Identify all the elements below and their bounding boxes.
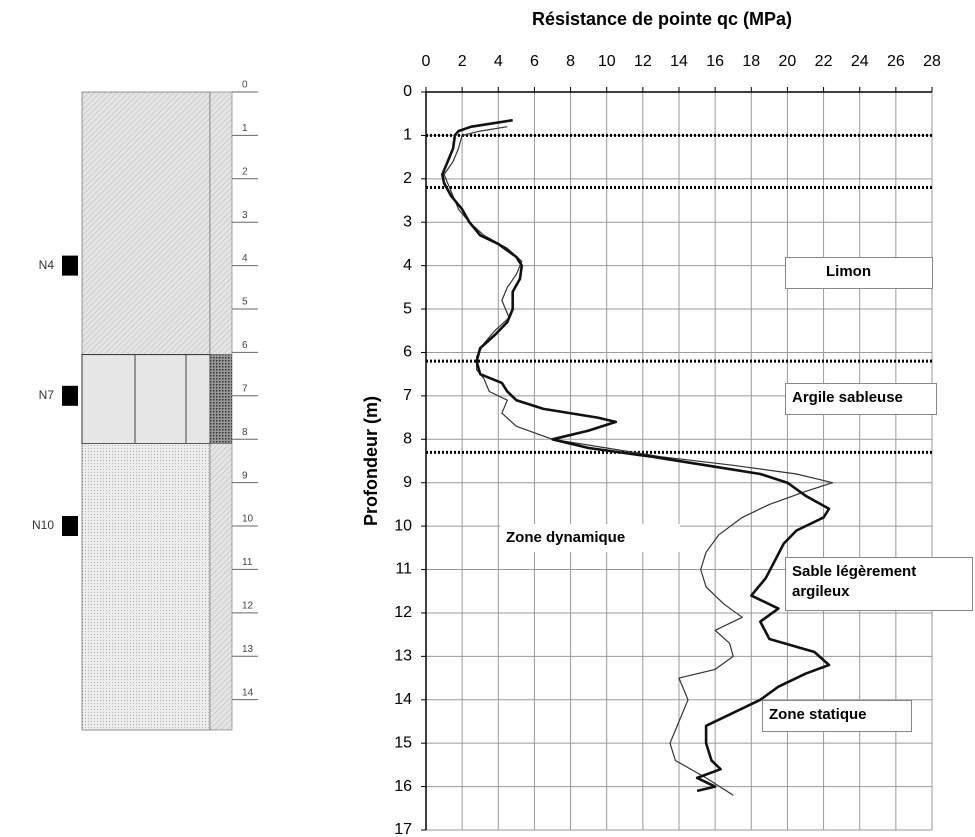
x-tick-label: 8 — [566, 53, 575, 70]
x-tick-label: 4 — [494, 53, 503, 70]
depth-label: 1 — [242, 123, 248, 134]
y-tick-label: 6 — [403, 344, 412, 361]
depth-label: 13 — [242, 644, 254, 655]
y-tick-label: 0 — [403, 83, 412, 100]
x-tick-label: 22 — [815, 53, 833, 70]
y-tick-label: 17 — [394, 821, 412, 837]
soil-strip — [209, 91, 233, 355]
x-tick-label: 16 — [706, 53, 724, 70]
sample-label: N7 — [39, 388, 55, 402]
y-tick-label: 2 — [403, 170, 412, 187]
x-tick-label: 0 — [422, 53, 431, 70]
x-tick-label: 20 — [779, 53, 797, 70]
x-tick-label: 28 — [923, 53, 941, 70]
sample-marker — [62, 385, 78, 406]
annotation: Argile sableuse — [785, 383, 937, 415]
x-tick-label: 18 — [742, 53, 760, 70]
depth-label: 11 — [242, 557, 253, 568]
y-tick-label: 4 — [403, 257, 412, 274]
soil-strip — [209, 354, 233, 444]
sample-marker — [62, 255, 78, 276]
depth-label: 3 — [242, 210, 248, 221]
sample-label: N10 — [32, 518, 54, 532]
y-tick-label: 9 — [403, 474, 412, 491]
depth-label: 14 — [242, 687, 254, 698]
y-tick-label: 11 — [395, 561, 412, 578]
soil-layer — [81, 443, 211, 731]
y-tick-label: 8 — [403, 431, 412, 448]
x-tick-label: 2 — [458, 53, 467, 70]
depth-label: 6 — [242, 340, 248, 351]
y-tick-label: 1 — [403, 127, 412, 144]
y-tick-label: 12 — [394, 604, 412, 621]
x-tick-label: 14 — [670, 53, 688, 70]
y-tick-label: 16 — [394, 778, 412, 795]
annotation: Limon — [785, 257, 933, 289]
depth-label: 12 — [242, 600, 254, 611]
sample-label: N4 — [39, 258, 55, 272]
depth-label: 0 — [242, 80, 248, 91]
depth-label: 2 — [242, 166, 248, 177]
x-tick-label: 10 — [598, 53, 616, 70]
annotation: Sable légèrement argileux — [785, 557, 973, 611]
y-tick-label: 5 — [403, 300, 412, 317]
x-tick-label: 26 — [887, 53, 905, 70]
depth-label: 8 — [242, 427, 248, 438]
chart-title: Résistance de pointe qc (MPa) — [532, 9, 792, 29]
y-tick-label: 14 — [394, 691, 412, 708]
data-line — [443, 126, 834, 796]
depth-label: 5 — [242, 297, 248, 308]
sample-marker — [62, 516, 78, 537]
depth-label: 9 — [242, 470, 248, 481]
y-tick-label: 7 — [403, 387, 412, 404]
depth-label: 4 — [242, 253, 248, 264]
y-axis-label: Profondeur (m) — [361, 396, 381, 526]
series-label: Zone dynamique — [500, 524, 680, 552]
data-line — [441, 118, 831, 793]
soil-layer — [81, 91, 211, 355]
x-tick-label: 12 — [634, 53, 652, 70]
depth-label: 7 — [242, 383, 248, 394]
soil-strip — [209, 443, 233, 731]
series-label: Zone statique — [762, 700, 912, 732]
depth-label: 10 — [242, 514, 254, 525]
y-tick-label: 10 — [394, 517, 412, 534]
soil-layer — [81, 354, 211, 445]
y-tick-label: 3 — [403, 213, 412, 230]
x-tick-label: 24 — [851, 53, 869, 70]
y-tick-label: 15 — [394, 734, 412, 751]
y-tick-label: 13 — [394, 648, 412, 665]
x-tick-label: 6 — [530, 53, 539, 70]
